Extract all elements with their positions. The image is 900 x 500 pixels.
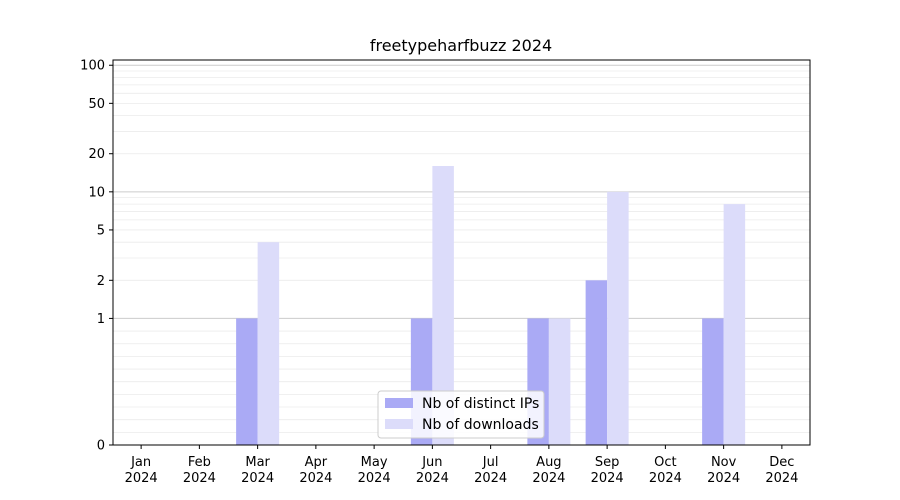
y-tick-label: 50 — [88, 97, 105, 112]
bars — [236, 165, 746, 446]
legend-label: Nb of distinct IPs — [422, 396, 539, 412]
x-axis: Jan 2024 Feb 2024 Mar 2024 Apr 2024 May 2024 Jun 20… — [125, 445, 798, 486]
y-tick-label: 1 — [97, 312, 105, 327]
x-tick-label: Dec 2024 — [765, 455, 798, 486]
bar-distinct-ips — [702, 318, 724, 445]
plot-frame — [112, 59, 811, 446]
x-tick-label: Oct 2024 — [649, 455, 682, 486]
y-tick-label: 0 — [97, 439, 105, 454]
legend-box — [377, 390, 545, 439]
y-axis: 0 1 2 5 10 20 50 100 — [80, 59, 113, 454]
legend-swatch — [385, 419, 413, 429]
x-tick-label: Apr 2024 — [299, 455, 332, 486]
x-tick-label: Feb 2024 — [183, 455, 216, 486]
bar-distinct-ips — [585, 280, 608, 445]
x-tick-label: Jun 2024 — [416, 455, 449, 486]
grid-lines — [113, 64, 810, 433]
bar-downloads — [723, 204, 746, 445]
x-tick-label: Aug 2024 — [532, 455, 565, 486]
y-tick-label: 20 — [88, 147, 105, 162]
y-tick-label: 5 — [97, 223, 105, 238]
y-tick-label: 2 — [97, 274, 105, 289]
bar-downloads — [257, 242, 280, 445]
x-tick-label: Mar 2024 — [241, 455, 274, 486]
legend-label: Nb of downloads — [422, 417, 539, 433]
y-tick-label: 10 — [88, 185, 105, 200]
x-tick-label: Jul 2024 — [474, 455, 507, 486]
x-tick-label: Nov 2024 — [707, 455, 740, 486]
chart-title: freetypeharfbuzz 2024 — [370, 36, 552, 55]
bar-downloads — [548, 318, 571, 445]
bar-downloads — [432, 165, 454, 446]
x-tick-label: Jan 2024 — [125, 455, 158, 486]
bar-downloads — [607, 191, 629, 445]
legend: Nb of distinct IPs Nb of downloads — [377, 390, 545, 439]
x-tick-label: Sep 2024 — [591, 455, 624, 486]
legend-swatch — [385, 398, 413, 408]
bar-distinct-ips — [236, 318, 258, 445]
y-tick-label: 100 — [80, 59, 105, 74]
x-tick-label: May 2024 — [358, 455, 391, 486]
